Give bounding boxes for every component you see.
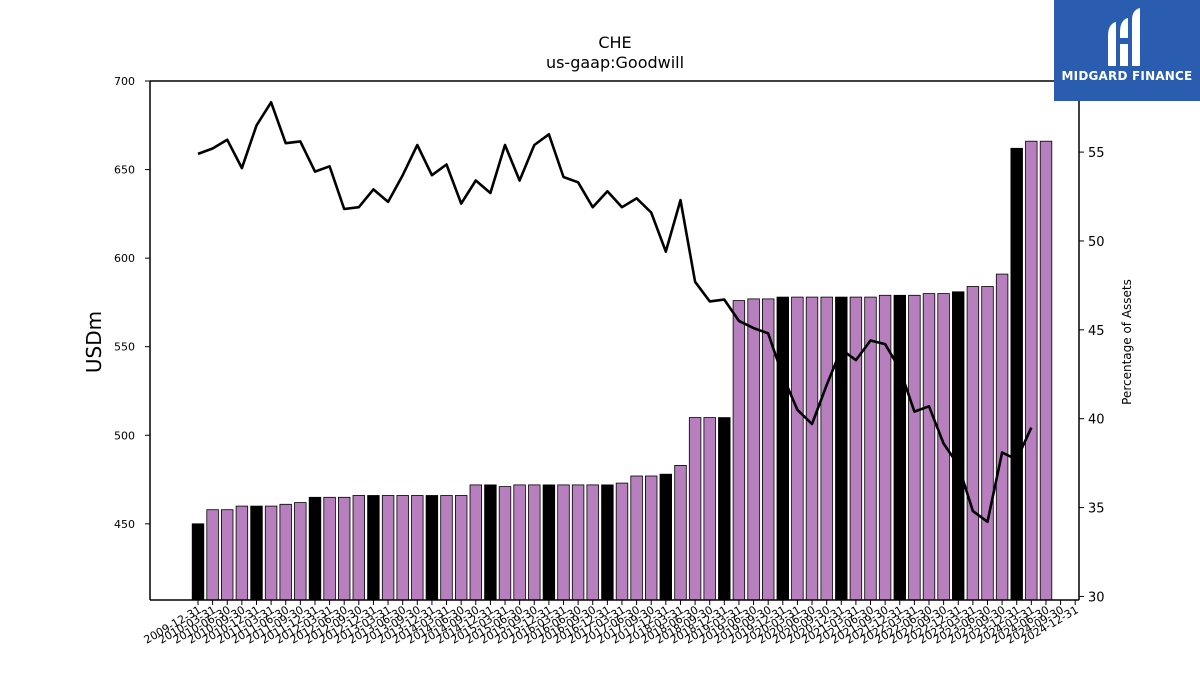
y-axis-label: USDm — [82, 311, 106, 373]
bar — [630, 475, 643, 601]
line-layer — [197, 101, 1033, 524]
bar — [893, 294, 907, 601]
bar — [878, 294, 892, 601]
bar — [1025, 140, 1038, 601]
bar — [498, 486, 512, 601]
bar — [557, 484, 570, 601]
bar — [206, 509, 219, 601]
midgard-m-icon — [1108, 8, 1140, 66]
bar — [469, 484, 483, 601]
bar — [615, 482, 629, 601]
y2-tick-label: 40 — [1088, 413, 1105, 428]
y-tick-label: 650 — [114, 164, 135, 177]
bar — [367, 495, 380, 601]
bar — [1039, 140, 1053, 601]
y-tick-label: 550 — [114, 341, 135, 354]
bar — [732, 300, 746, 601]
bars-group — [191, 140, 1053, 601]
y2-axis-label: Percentage of Assets — [1120, 279, 1134, 405]
bar — [337, 496, 351, 601]
bar — [718, 417, 731, 601]
bar — [440, 495, 453, 601]
y2-tick-label: 50 — [1088, 235, 1105, 250]
bar — [396, 495, 409, 601]
bar — [1010, 147, 1023, 601]
bar — [791, 296, 804, 601]
bar — [484, 484, 497, 601]
bar — [381, 495, 395, 601]
bar — [454, 495, 468, 601]
chart-subtitle: us-gaap:Goodwill — [546, 53, 684, 72]
bar — [294, 502, 307, 601]
y-tick-label: 600 — [114, 252, 135, 265]
bar — [952, 291, 965, 601]
bar — [250, 505, 263, 601]
bar — [352, 495, 366, 601]
bar — [571, 484, 585, 601]
bar — [849, 296, 863, 601]
bar — [937, 293, 950, 601]
y2-tick-label: 55 — [1088, 146, 1105, 161]
y-tick-label: 700 — [114, 75, 135, 88]
percentage-of-assets-line — [197, 101, 1033, 524]
bar — [776, 296, 790, 601]
axes-group: 4505005506006507003035404550552009-12-31… — [114, 75, 1105, 647]
bar — [528, 484, 541, 601]
bar — [747, 298, 760, 601]
bar — [820, 296, 833, 601]
y2-tick-label: 45 — [1088, 324, 1105, 339]
midgard-finance-logo: MIDGARD FINANCE — [1054, 0, 1200, 101]
bar — [601, 484, 614, 601]
bar — [191, 523, 205, 601]
bar — [220, 509, 234, 601]
logo-text: MIDGARD FINANCE — [1061, 69, 1193, 83]
bar — [586, 484, 599, 601]
bar — [966, 286, 980, 601]
bar — [542, 484, 556, 601]
bar — [645, 475, 658, 601]
bar — [908, 294, 921, 601]
bar — [805, 296, 819, 601]
bar — [674, 464, 687, 601]
bar — [323, 496, 336, 601]
bar — [981, 286, 994, 601]
y2-tick-label: 35 — [1088, 502, 1105, 517]
y-tick-label: 500 — [114, 429, 135, 442]
y2-tick-label: 30 — [1088, 590, 1105, 605]
bar — [513, 484, 526, 601]
bar — [425, 495, 439, 601]
chart-title: CHE — [598, 33, 631, 52]
bar — [279, 503, 292, 601]
bar — [264, 505, 278, 601]
y-tick-label: 450 — [114, 518, 135, 531]
bar — [995, 273, 1009, 601]
bar — [688, 417, 702, 601]
bar — [703, 417, 716, 601]
bar — [411, 495, 424, 601]
bar — [835, 296, 848, 601]
bar — [922, 293, 936, 601]
bar — [235, 505, 249, 601]
bar — [308, 496, 322, 601]
bar — [659, 473, 673, 601]
